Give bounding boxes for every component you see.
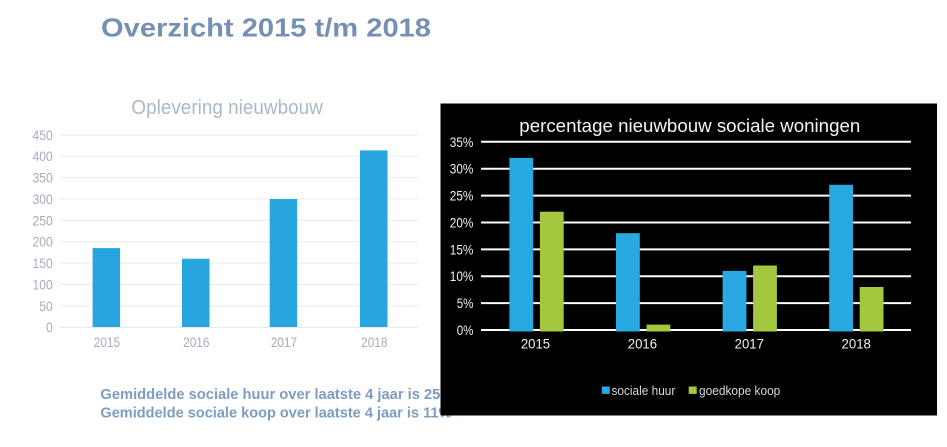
svg-text:10%: 10% (450, 268, 474, 284)
svg-text:400: 400 (33, 148, 53, 164)
svg-text:2018: 2018 (842, 336, 871, 352)
svg-text:percentage nieuwbouw sociale w: percentage nieuwbouw sociale woningen (519, 115, 860, 136)
svg-text:Gemiddelde sociale koop over l: Gemiddelde sociale koop over laatste 4 j… (100, 405, 451, 421)
svg-text:2015: 2015 (94, 334, 120, 350)
svg-text:2016: 2016 (183, 334, 209, 350)
svg-text:Oplevering nieuwbouw: Oplevering nieuwbouw (131, 97, 323, 119)
svg-text:0%: 0% (457, 322, 474, 338)
svg-text:30%: 30% (450, 161, 474, 177)
svg-text:goedkope koop: goedkope koop (699, 384, 780, 398)
svg-text:250: 250 (33, 212, 53, 228)
svg-text:150: 150 (33, 255, 53, 271)
svg-text:2015: 2015 (521, 336, 550, 352)
svg-text:2016: 2016 (628, 336, 657, 352)
svg-text:2017: 2017 (271, 334, 297, 350)
svg-text:100: 100 (33, 276, 53, 292)
svg-text:25%: 25% (450, 188, 474, 204)
svg-text:sociale huur: sociale huur (612, 384, 676, 398)
svg-text:2018: 2018 (361, 334, 387, 350)
svg-text:15%: 15% (450, 241, 474, 257)
svg-text:Overzicht 2015 t/m 2018: Overzicht 2015 t/m 2018 (101, 13, 431, 43)
svg-text:Gemiddelde sociale huur over l: Gemiddelde sociale huur over laatste 4 j… (100, 387, 453, 403)
svg-text:450: 450 (33, 127, 53, 143)
svg-text:200: 200 (33, 234, 53, 250)
svg-text:20%: 20% (450, 215, 474, 231)
svg-text:5%: 5% (457, 295, 474, 311)
svg-text:350: 350 (33, 170, 53, 186)
svg-text:2017: 2017 (735, 336, 764, 352)
svg-text:300: 300 (33, 191, 53, 207)
svg-text:35%: 35% (450, 134, 474, 150)
svg-text:50: 50 (39, 298, 53, 314)
svg-text:0: 0 (46, 319, 53, 335)
